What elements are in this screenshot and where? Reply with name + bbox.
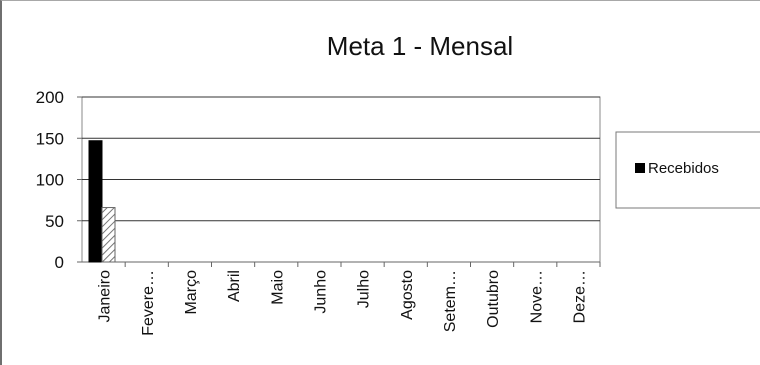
y-tick-label: 200 bbox=[36, 88, 64, 107]
x-category-label: Deze… bbox=[571, 270, 588, 323]
y-tick-label: 150 bbox=[36, 129, 64, 148]
legend-label-recebidos: Recebidos bbox=[648, 160, 719, 177]
y-axis-ticks: 200 150 100 50 0 bbox=[36, 88, 82, 272]
y-tick-label: 0 bbox=[55, 253, 64, 272]
x-category-label: Outubro bbox=[485, 270, 502, 328]
bars bbox=[88, 140, 116, 263]
x-category-label: Abril bbox=[226, 270, 243, 302]
legend: Recebidos bbox=[615, 131, 760, 209]
x-category-label: Março bbox=[183, 270, 200, 315]
x-category-label: Maio bbox=[269, 270, 286, 305]
x-axis-labels: Janeiro Fevere… Março Abril Maio Junho Julho Ag… bbox=[97, 262, 601, 336]
legend-swatch-recebidos bbox=[635, 163, 645, 173]
x-category-label: Janeiro bbox=[97, 270, 114, 323]
y-tick-label: 50 bbox=[45, 212, 64, 231]
x-category-label: Fevere… bbox=[140, 270, 157, 336]
chart-title: Meta 1 - Mensal bbox=[327, 31, 513, 61]
bar-series-1-0 bbox=[101, 207, 116, 263]
x-category-label: Setem… bbox=[442, 270, 459, 332]
x-category-label: Agosto bbox=[399, 270, 416, 320]
y-tick-label: 100 bbox=[36, 171, 64, 190]
bar-series-0-0 bbox=[88, 140, 103, 263]
x-category-label: Junho bbox=[312, 270, 329, 314]
x-category-label: Nove… bbox=[528, 270, 545, 323]
x-category-label: Julho bbox=[356, 270, 373, 308]
